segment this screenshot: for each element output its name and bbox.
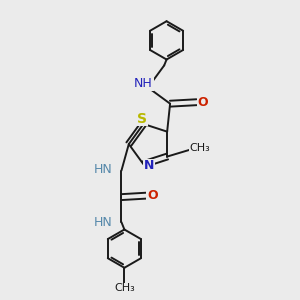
- Text: HN: HN: [94, 163, 112, 176]
- Text: O: O: [198, 96, 208, 109]
- Text: HN: HN: [94, 216, 112, 229]
- Text: NH: NH: [134, 77, 153, 91]
- Text: CH₃: CH₃: [190, 143, 210, 153]
- Text: O: O: [147, 189, 158, 202]
- Text: N: N: [144, 159, 154, 172]
- Text: S: S: [137, 112, 147, 126]
- Text: CH₃: CH₃: [114, 284, 135, 293]
